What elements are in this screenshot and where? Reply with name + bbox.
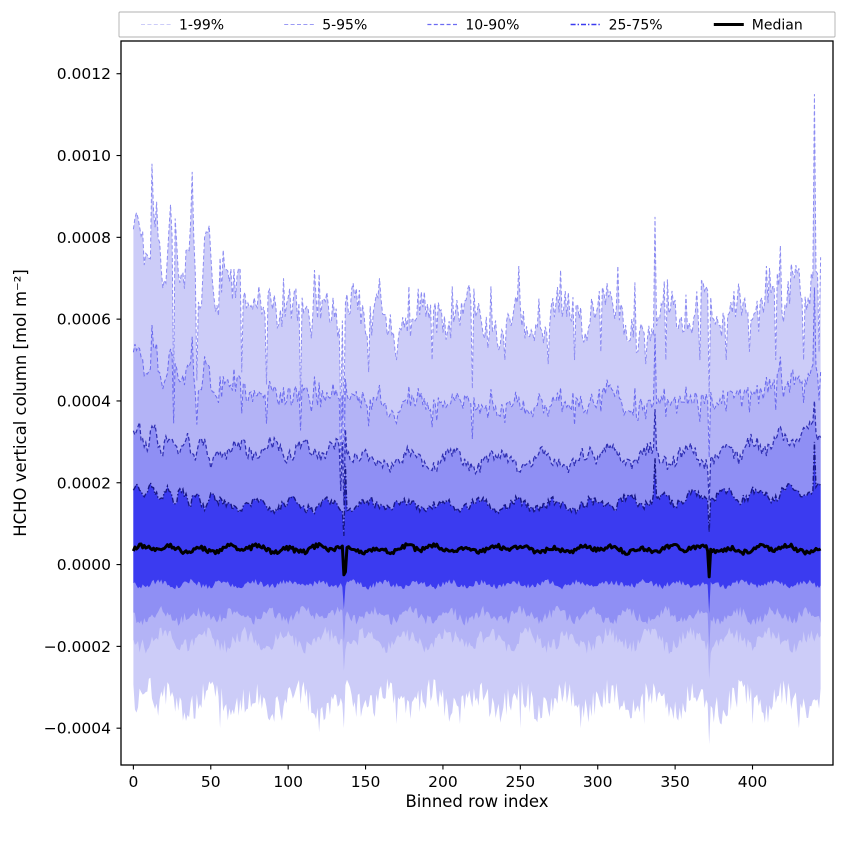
x-tick-label: 0	[128, 773, 138, 791]
x-axis-ticks: 0 50 100 150 200 250 300 350 400	[128, 765, 767, 791]
legend-label-1-99%[interactable]: 1-99%	[179, 18, 224, 34]
legend-box	[118, 11, 836, 38]
x-tick-label: 150	[351, 773, 381, 791]
legend-label-10-90%[interactable]: 10-90%	[465, 18, 519, 34]
legend-label-Median[interactable]: Median	[752, 18, 803, 34]
x-tick-label: 300	[583, 773, 613, 791]
p75-line	[132, 441, 822, 536]
y-tick-label: −0.0004	[44, 720, 111, 738]
legend-label-5-95%[interactable]: 5-95%	[322, 18, 367, 34]
percentile-lines	[131, 94, 822, 579]
y-tick-label: 0.0010	[57, 147, 111, 165]
p99-line	[132, 94, 822, 422]
y-tick-label: −0.0002	[44, 638, 111, 656]
x-tick-label: 350	[660, 773, 690, 791]
x-axis-title: Binned row index	[405, 792, 548, 811]
y-tick-label: 0.0006	[57, 311, 111, 329]
y-tick-label: 0.0008	[57, 229, 111, 247]
x-tick-label: 400	[738, 773, 768, 791]
y-tick-label: 0.0002	[57, 474, 111, 492]
plot-frame	[120, 40, 834, 766]
y-axis-title: HCHO vertical column [mol m⁻²]	[11, 269, 30, 537]
p90-line	[132, 400, 822, 506]
x-tick-label: 250	[506, 773, 536, 791]
y-tick-label: 0.0000	[57, 556, 111, 574]
chart-legend[interactable]: 1-99% 5-95% 10-90% 25-75% Median	[118, 11, 836, 38]
y-axis-ticks: −0.0004 −0.0002 0.0000 0.0002 0.0004 0.0006 0.…	[44, 65, 121, 738]
x-tick-label: 100	[273, 773, 303, 791]
x-tick-label: 200	[428, 773, 458, 791]
x-tick-label: 50	[201, 773, 221, 791]
p95-line	[132, 287, 822, 469]
median-line	[131, 542, 822, 579]
band-25-75%	[133, 441, 821, 614]
legend-label-25-75%[interactable]: 25-75%	[609, 18, 663, 34]
percentile-bands	[133, 94, 821, 745]
y-tick-label: 0.0012	[57, 65, 111, 83]
y-tick-label: 0.0004	[57, 392, 111, 410]
